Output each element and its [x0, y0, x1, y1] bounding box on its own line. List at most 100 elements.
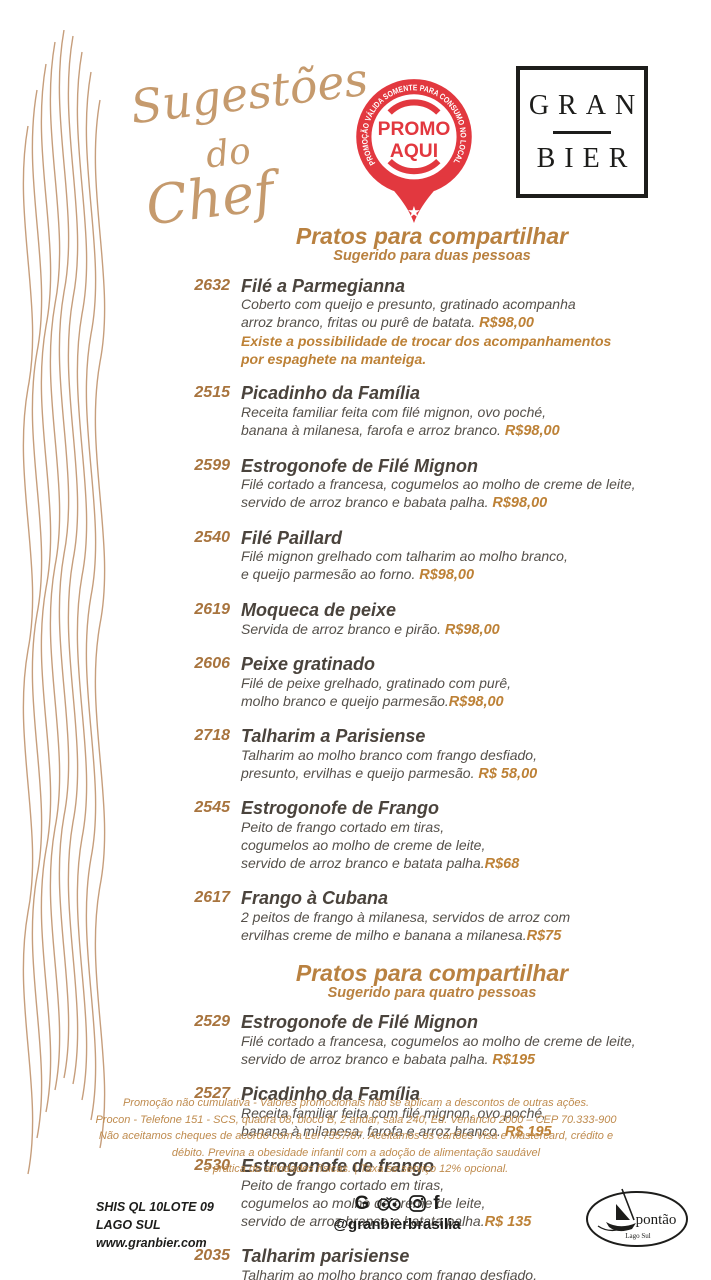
sailboat-icon: [616, 1204, 630, 1220]
promo-badge-line1: PROMO: [378, 119, 451, 140]
menu-item: 2529 Estrogonofe de Filé Mignon Filé cor…: [186, 1012, 676, 1069]
legal-text: Promoção não cumulativa - Valores promoc…: [95, 1097, 617, 1175]
menu-item-description: Talharim ao molho branco com frango desf…: [241, 1267, 676, 1280]
promo-badge: PROMO AQUI PROMOÇÃO VÁLIDA SOMENTE PARA …: [356, 79, 472, 223]
google-icon[interactable]: G: [354, 1192, 370, 1214]
menu-item-name: Estrogonofe de frango: [241, 1156, 434, 1177]
menu-item-price: R$68: [484, 855, 520, 872]
menu-item-name: Talharim parisiense: [241, 1246, 410, 1267]
social-block: G f @granbierbrasilia: [322, 1192, 472, 1234]
menu-item-description: Talharim ao molho branco com frango desf…: [241, 747, 676, 783]
social-icons-row: G f: [322, 1192, 472, 1214]
menu-item-body: Frango à Cubana 2 peitos de frango à mil…: [241, 888, 676, 945]
menu-item-code: 2530: [194, 1157, 230, 1175]
menu-item-code: 2617: [194, 889, 230, 907]
menu-item-description: Receita familiar feita com filé mignon, …: [241, 404, 676, 440]
menu-item-description-text: Filé de peixe grelhado, gratinado com pu…: [241, 674, 512, 709]
menu-item-description-text: Receita familiar feita com filé mignon, …: [241, 404, 547, 439]
menu-item-description: Coberto com queijo e presunto, gratinado…: [241, 296, 676, 332]
menu-item-description-text: Peito de frango cortado em tiras, cogume…: [241, 819, 486, 871]
logo-divider: [553, 130, 611, 134]
menu-item-description: Receita familiar feita com filé mignon, …: [241, 1105, 676, 1141]
menu-item-code: 2035: [194, 1247, 230, 1265]
menu-item-name: Picadinho da Família: [241, 1084, 421, 1105]
menu-item-name: Talharim a Parisiense: [241, 726, 426, 747]
menu-item-code: 2545: [194, 799, 230, 817]
menu-item-code: 2529: [194, 1013, 230, 1031]
item-list: 2529 Estrogonofe de Filé Mignon Filé cor…: [186, 1012, 676, 1280]
menu-item-code: 2718: [194, 727, 230, 745]
menu-item-price: R$ 58,00: [478, 765, 538, 782]
pontao-name: pontão: [636, 1212, 677, 1228]
menu-item-code: 2619: [194, 600, 230, 618]
pontao-logo: pontão Lago Sul: [586, 1188, 688, 1247]
menu-item-body: Peixe gratinado Filé de peixe grelhado, …: [241, 654, 676, 711]
menu-item-price: R$98,00: [492, 495, 548, 512]
address-line1: SHIS QL 10LOTE 09: [96, 1200, 214, 1214]
instagram-icon[interactable]: [409, 1194, 427, 1212]
menu-item-code: 2599: [194, 456, 230, 474]
menu-section: Pratos para compartilhar Sugerido para d…: [186, 224, 676, 946]
menu-item-name: Filé Paillard: [241, 527, 343, 548]
menu-item: 2527 Picadinho da Família Receita famili…: [186, 1084, 676, 1141]
section-header: Pratos para compartilhar Sugerido para d…: [222, 224, 642, 266]
menu-item: 2515 Picadinho da Família Receita famili…: [186, 383, 676, 440]
chef-title-line1: Sugestões: [127, 51, 371, 135]
menu-item-body: Estrogonofe de Frango Peito de frango co…: [241, 798, 676, 873]
menu-item-description: Filé de peixe grelhado, gratinado com pu…: [241, 675, 676, 711]
menu-item-description: Filé mignon grelhado com talharim ao mol…: [241, 548, 676, 584]
menu-item-description-text: Talharim ao molho branco com frango desf…: [241, 746, 537, 781]
logo-word-gran: GRAN: [528, 89, 645, 121]
menu-item-description-text: Receita familiar feita com filé mignon, …: [241, 1104, 547, 1139]
menu-item-name: Estrogonofe de Filé Mignon: [241, 1012, 478, 1033]
menu-item-price: R$ 195: [504, 1123, 552, 1140]
menu-item-price: R$ 135: [484, 1213, 532, 1230]
social-handle[interactable]: @granbierbrasilia: [333, 1216, 461, 1233]
menu-item-description: Peito de frango cortado em tiras, cogume…: [241, 819, 676, 873]
menu-item-price: R$75: [526, 928, 562, 945]
menu-item-body: Talharim a Parisiense Talharim ao molho …: [241, 726, 676, 783]
website-link[interactable]: www.granbier.com: [96, 1236, 207, 1251]
menu-item-body: Estrogonofe de Filé Mignon Filé cortado …: [241, 456, 676, 513]
menu-item-body: Filé a Parmegianna Coberto com queijo e …: [241, 276, 676, 369]
address-block: SHIS QL 10LOTE 09 LAGO SUL www.granbier.…: [96, 1198, 214, 1252]
section-title: Pratos para compartilhar: [295, 223, 569, 249]
menu-item-description: Servida de arroz branco e pirão. R$98,00: [241, 621, 676, 640]
menu-item-name: Estrogonofe de Frango: [241, 798, 439, 819]
menu-item: 2035 Talharim parisiense Talharim ao mol…: [186, 1246, 676, 1280]
menu-item-body: Filé Paillard Filé mignon grelhado com t…: [241, 528, 676, 585]
menu-item-description-text: Talharim ao molho branco com frango desf…: [241, 1267, 537, 1280]
menu-item-description-text: Coberto com queijo e presunto, gratinado…: [241, 296, 576, 331]
menu-item-name: Estrogonofe de Filé Mignon: [241, 455, 478, 476]
mast-line: [621, 1188, 635, 1221]
menu-item-name: Filé a Parmegianna: [241, 275, 406, 296]
section-title: Pratos para compartilhar: [295, 959, 569, 986]
menu-item-body: Estrogonofe de Filé Mignon Filé cortado …: [241, 1012, 676, 1069]
menu-item-code: 2527: [194, 1085, 230, 1103]
menu-item-description-text: Filé cortado a francesa, cogumelos ao mo…: [241, 476, 636, 511]
menu-item-name: Picadinho da Família: [241, 383, 421, 404]
menu-item-code: 2606: [194, 655, 230, 673]
section-subtitle: Sugerido para duas pessoas: [333, 248, 531, 265]
promo-badge-line2: AQUI: [390, 141, 438, 162]
menu-item-code: 2515: [194, 384, 230, 402]
menu-item-code: 2632: [194, 276, 230, 294]
menu-item-note: Existe a possibilidade de trocar dos aco…: [241, 332, 612, 367]
address-line2: LAGO SUL: [96, 1218, 161, 1233]
tripadvisor-icon[interactable]: [376, 1195, 402, 1212]
menu-item-price: R$98,00: [504, 423, 560, 440]
menu-item-price: R$98,00: [448, 693, 504, 710]
menu-item: 2617 Frango à Cubana 2 peitos de frango …: [186, 888, 676, 945]
facebook-icon[interactable]: f: [433, 1192, 440, 1214]
menu-item-description: Filé cortado a francesa, cogumelos ao mo…: [241, 1033, 676, 1069]
menu-item: 2540 Filé Paillard Filé mignon grelhado …: [186, 528, 676, 585]
menu-item-name: Moqueca de peixe: [241, 599, 397, 620]
menu-item-description-text: Filé cortado a francesa, cogumelos ao mo…: [241, 1032, 636, 1067]
menu-item-body: Picadinho da Família Receita familiar fe…: [241, 383, 676, 440]
menu-item-price: R$98,00: [479, 315, 534, 332]
menu-sections: Pratos para compartilhar Sugerido para d…: [186, 224, 676, 1280]
menu-item-code: 2540: [194, 528, 230, 546]
decorative-waves: [22, 30, 106, 1175]
menu-item: 2718 Talharim a Parisiense Talharim ao m…: [186, 726, 676, 783]
